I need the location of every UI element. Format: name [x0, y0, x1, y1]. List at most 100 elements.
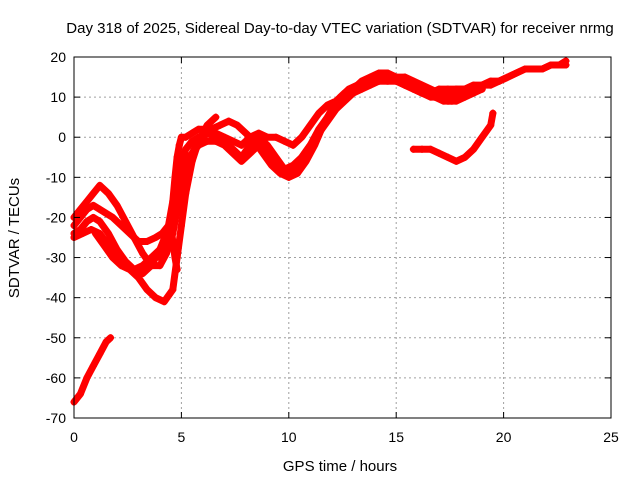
data-point [470, 89, 478, 97]
data-point [384, 69, 392, 77]
y-tick-label: -30 [46, 250, 66, 266]
data-point [323, 101, 331, 109]
data-point [289, 141, 297, 149]
series-line [349, 69, 486, 105]
data-point [530, 65, 538, 73]
data-point [375, 69, 383, 77]
x-tick-labels: 0 5 10 15 20 25 [70, 429, 619, 445]
y-tick-label: -40 [46, 290, 66, 306]
data-point [487, 81, 495, 89]
data-point [229, 149, 237, 157]
x-tick-label: 0 [70, 429, 78, 445]
data-point [225, 117, 233, 125]
data-point [538, 65, 546, 73]
data-point [91, 229, 99, 237]
data-point [562, 61, 570, 69]
series-track-low-start [70, 334, 115, 406]
data-point [242, 129, 250, 137]
data-point [167, 221, 175, 229]
data-point [349, 85, 357, 93]
data-point [203, 137, 211, 145]
data-point [504, 73, 512, 81]
data-point [470, 145, 478, 153]
data-point [188, 157, 196, 165]
data-point [207, 125, 215, 133]
data-point [96, 217, 104, 225]
data-point [418, 145, 426, 153]
series-layer [70, 57, 570, 406]
y-tick-label: 0 [58, 129, 66, 145]
y-tick-label: -20 [46, 209, 66, 225]
data-point [212, 113, 220, 121]
data-point [495, 77, 503, 85]
y-tick-label: -10 [46, 169, 66, 185]
data-point [246, 149, 254, 157]
data-point [188, 129, 196, 137]
data-point [444, 97, 452, 105]
y-axis-label: SDTVAR / TECUs [6, 178, 23, 298]
data-point [156, 262, 164, 270]
data-point [311, 141, 319, 149]
data-point [171, 254, 179, 262]
x-tick-label: 20 [496, 429, 512, 445]
data-point [87, 225, 95, 233]
data-point [96, 181, 104, 189]
data-point [139, 250, 147, 258]
data-point [96, 350, 104, 358]
data-point [259, 149, 267, 157]
tick-marks [73, 56, 612, 419]
data-point [255, 133, 263, 141]
data-point [392, 73, 400, 81]
data-point [177, 221, 185, 229]
data-point [188, 137, 196, 145]
data-point [220, 141, 228, 149]
data-point [83, 197, 91, 205]
data-point [263, 133, 271, 141]
data-point [298, 153, 306, 161]
data-point [444, 153, 452, 161]
data-point [76, 205, 84, 213]
data-point [169, 238, 177, 246]
data-point [512, 69, 520, 77]
data-point [195, 137, 203, 145]
data-point [452, 97, 460, 105]
data-point [427, 145, 435, 153]
series-track-5 [91, 113, 220, 306]
data-point [175, 141, 183, 149]
data-point [409, 81, 417, 89]
data-point [109, 254, 117, 262]
y-tick-label: -70 [46, 410, 66, 426]
data-point [276, 169, 284, 177]
data-point [461, 153, 469, 161]
data-point [306, 121, 314, 129]
data-point [165, 234, 173, 241]
data-point [315, 109, 323, 117]
y-tick-label: 20 [50, 49, 66, 65]
y-tick-label: -60 [46, 370, 66, 386]
data-point [83, 217, 91, 225]
data-point [104, 189, 112, 197]
data-point [238, 141, 246, 149]
data-point [461, 93, 469, 101]
data-point [152, 234, 160, 241]
data-point [160, 246, 168, 254]
data-point [96, 205, 104, 213]
data-point [160, 298, 168, 306]
data-point [487, 121, 495, 129]
data-point [302, 157, 310, 165]
y-tick-label: -50 [46, 330, 66, 346]
data-point [182, 189, 190, 197]
data-point [130, 234, 138, 241]
data-point [117, 221, 125, 229]
data-point [212, 137, 220, 145]
data-point [122, 217, 130, 225]
data-point [169, 286, 177, 294]
data-point [203, 121, 211, 129]
data-point [134, 274, 142, 282]
data-point [102, 338, 110, 346]
series-track-short-recovery [409, 109, 497, 165]
data-point [126, 266, 134, 274]
data-point [117, 262, 125, 270]
data-point [233, 121, 241, 129]
data-point [83, 374, 91, 382]
